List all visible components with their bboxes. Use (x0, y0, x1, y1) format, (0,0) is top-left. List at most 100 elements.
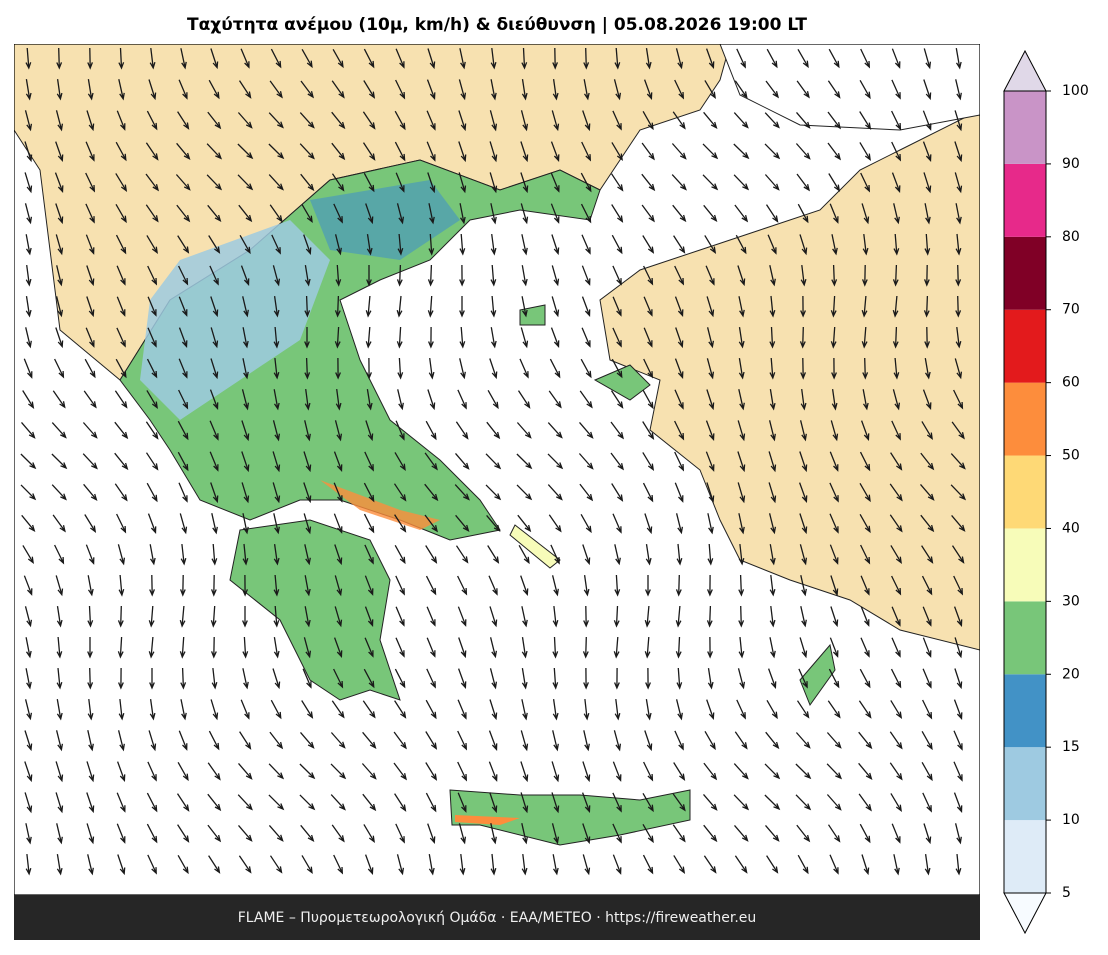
wind-arrow (147, 327, 157, 348)
wind-arrow (613, 605, 620, 628)
wind-arrow (890, 452, 903, 471)
wind-arrow (520, 730, 529, 752)
wind-arrow (829, 482, 839, 503)
wind-arrow (299, 763, 316, 780)
wind-arrow (180, 667, 187, 690)
wind-arrow (828, 48, 840, 69)
wind-arrow (671, 174, 687, 191)
wind-arrow (734, 731, 748, 750)
wind-arrow (25, 234, 32, 256)
wind-arrow (334, 606, 343, 628)
wind-arrow (704, 80, 716, 100)
wind-arrow (707, 668, 714, 690)
wind-arrow (116, 296, 126, 317)
wind-arrow (520, 203, 529, 225)
wind-arrow (924, 203, 931, 225)
wind-arrow (489, 699, 498, 721)
wind-arrow (799, 544, 808, 566)
wind-arrow (427, 823, 436, 844)
wind-arrow (85, 234, 95, 255)
wind-arrow (304, 264, 311, 287)
wind-arrow (768, 513, 777, 535)
wind-arrow (333, 513, 343, 534)
wind-arrow (769, 326, 776, 349)
wind-arrow (177, 451, 189, 472)
wind-arrow (800, 389, 807, 411)
wind-arrow (583, 699, 590, 721)
wind-arrow (920, 514, 935, 533)
wind-arrow (237, 112, 253, 129)
wind-arrow (707, 543, 714, 566)
wind-arrow (362, 142, 376, 161)
wind-arrow (146, 792, 158, 813)
wind-arrow (394, 452, 406, 472)
wind-arrow (800, 575, 807, 597)
wind-arrow (893, 357, 900, 380)
wind-arrow (85, 327, 95, 348)
wind-arrow (644, 636, 651, 659)
wind-arrow (146, 390, 158, 410)
wind-arrow (861, 203, 870, 225)
wind-arrow (301, 700, 314, 719)
wind-arrow (769, 357, 776, 380)
wind-arrow (457, 575, 468, 596)
wind-arrow (642, 452, 655, 472)
wind-arrow (767, 668, 777, 689)
wind-arrow (426, 141, 436, 162)
wind-arrow (581, 296, 591, 317)
wind-arrow (645, 48, 652, 70)
wind-arrow (951, 514, 966, 532)
wind-arrow (272, 265, 281, 287)
wind-arrow (364, 637, 374, 658)
wind-arrow (180, 48, 187, 70)
wind-arrow (458, 172, 467, 194)
wind-arrow (519, 358, 529, 379)
wind-arrow (489, 358, 498, 380)
wind-arrow (490, 823, 497, 845)
wind-arrow (827, 700, 841, 719)
wind-arrow (766, 699, 778, 720)
wind-arrow (955, 79, 962, 101)
wind-arrow (488, 761, 498, 782)
wind-arrow (641, 173, 656, 192)
wind-arrow (85, 203, 95, 224)
wind-arrow (210, 358, 219, 380)
wind-arrow (394, 544, 406, 565)
wind-arrow (489, 141, 498, 163)
wind-arrow (521, 823, 528, 845)
wind-arrow (738, 637, 745, 659)
wind-arrow (490, 79, 497, 101)
wind-arrow (799, 513, 808, 535)
wind-arrow (114, 421, 129, 440)
wind-arrow (56, 823, 63, 845)
wind-arrow (582, 636, 589, 659)
wind-arrow (829, 544, 839, 565)
wind-arrow (674, 420, 685, 441)
wind-arrow (455, 514, 470, 532)
wind-arrow (612, 823, 622, 844)
wind-arrow (550, 544, 560, 565)
wind-arrow (424, 483, 439, 502)
wind-arrow (365, 420, 374, 442)
wind-arrow (86, 296, 95, 318)
wind-arrow (457, 792, 467, 813)
wind-arrow (56, 47, 63, 70)
gulf-ridge (320, 480, 440, 530)
wind-arrow (175, 174, 191, 191)
wind-arrow (827, 824, 841, 843)
wind-arrow (893, 233, 900, 256)
wind-arrow (951, 545, 965, 564)
colorbar: 5 10 15 20 30 40 50 60 70 80 90 100 (1003, 49, 1089, 935)
wind-arrow (427, 389, 436, 411)
wind-arrow (179, 605, 186, 628)
wind-arrow (703, 111, 718, 129)
wind-arrow (859, 513, 871, 534)
wind-arrow (922, 637, 932, 658)
wind-arrow (829, 513, 839, 534)
wind-arrow (890, 700, 903, 720)
wind-arrow (891, 606, 901, 627)
wind-arrow (270, 699, 282, 720)
wind-arrow (921, 545, 934, 564)
wind-arrow (56, 265, 63, 287)
wind-arrow (488, 730, 498, 751)
